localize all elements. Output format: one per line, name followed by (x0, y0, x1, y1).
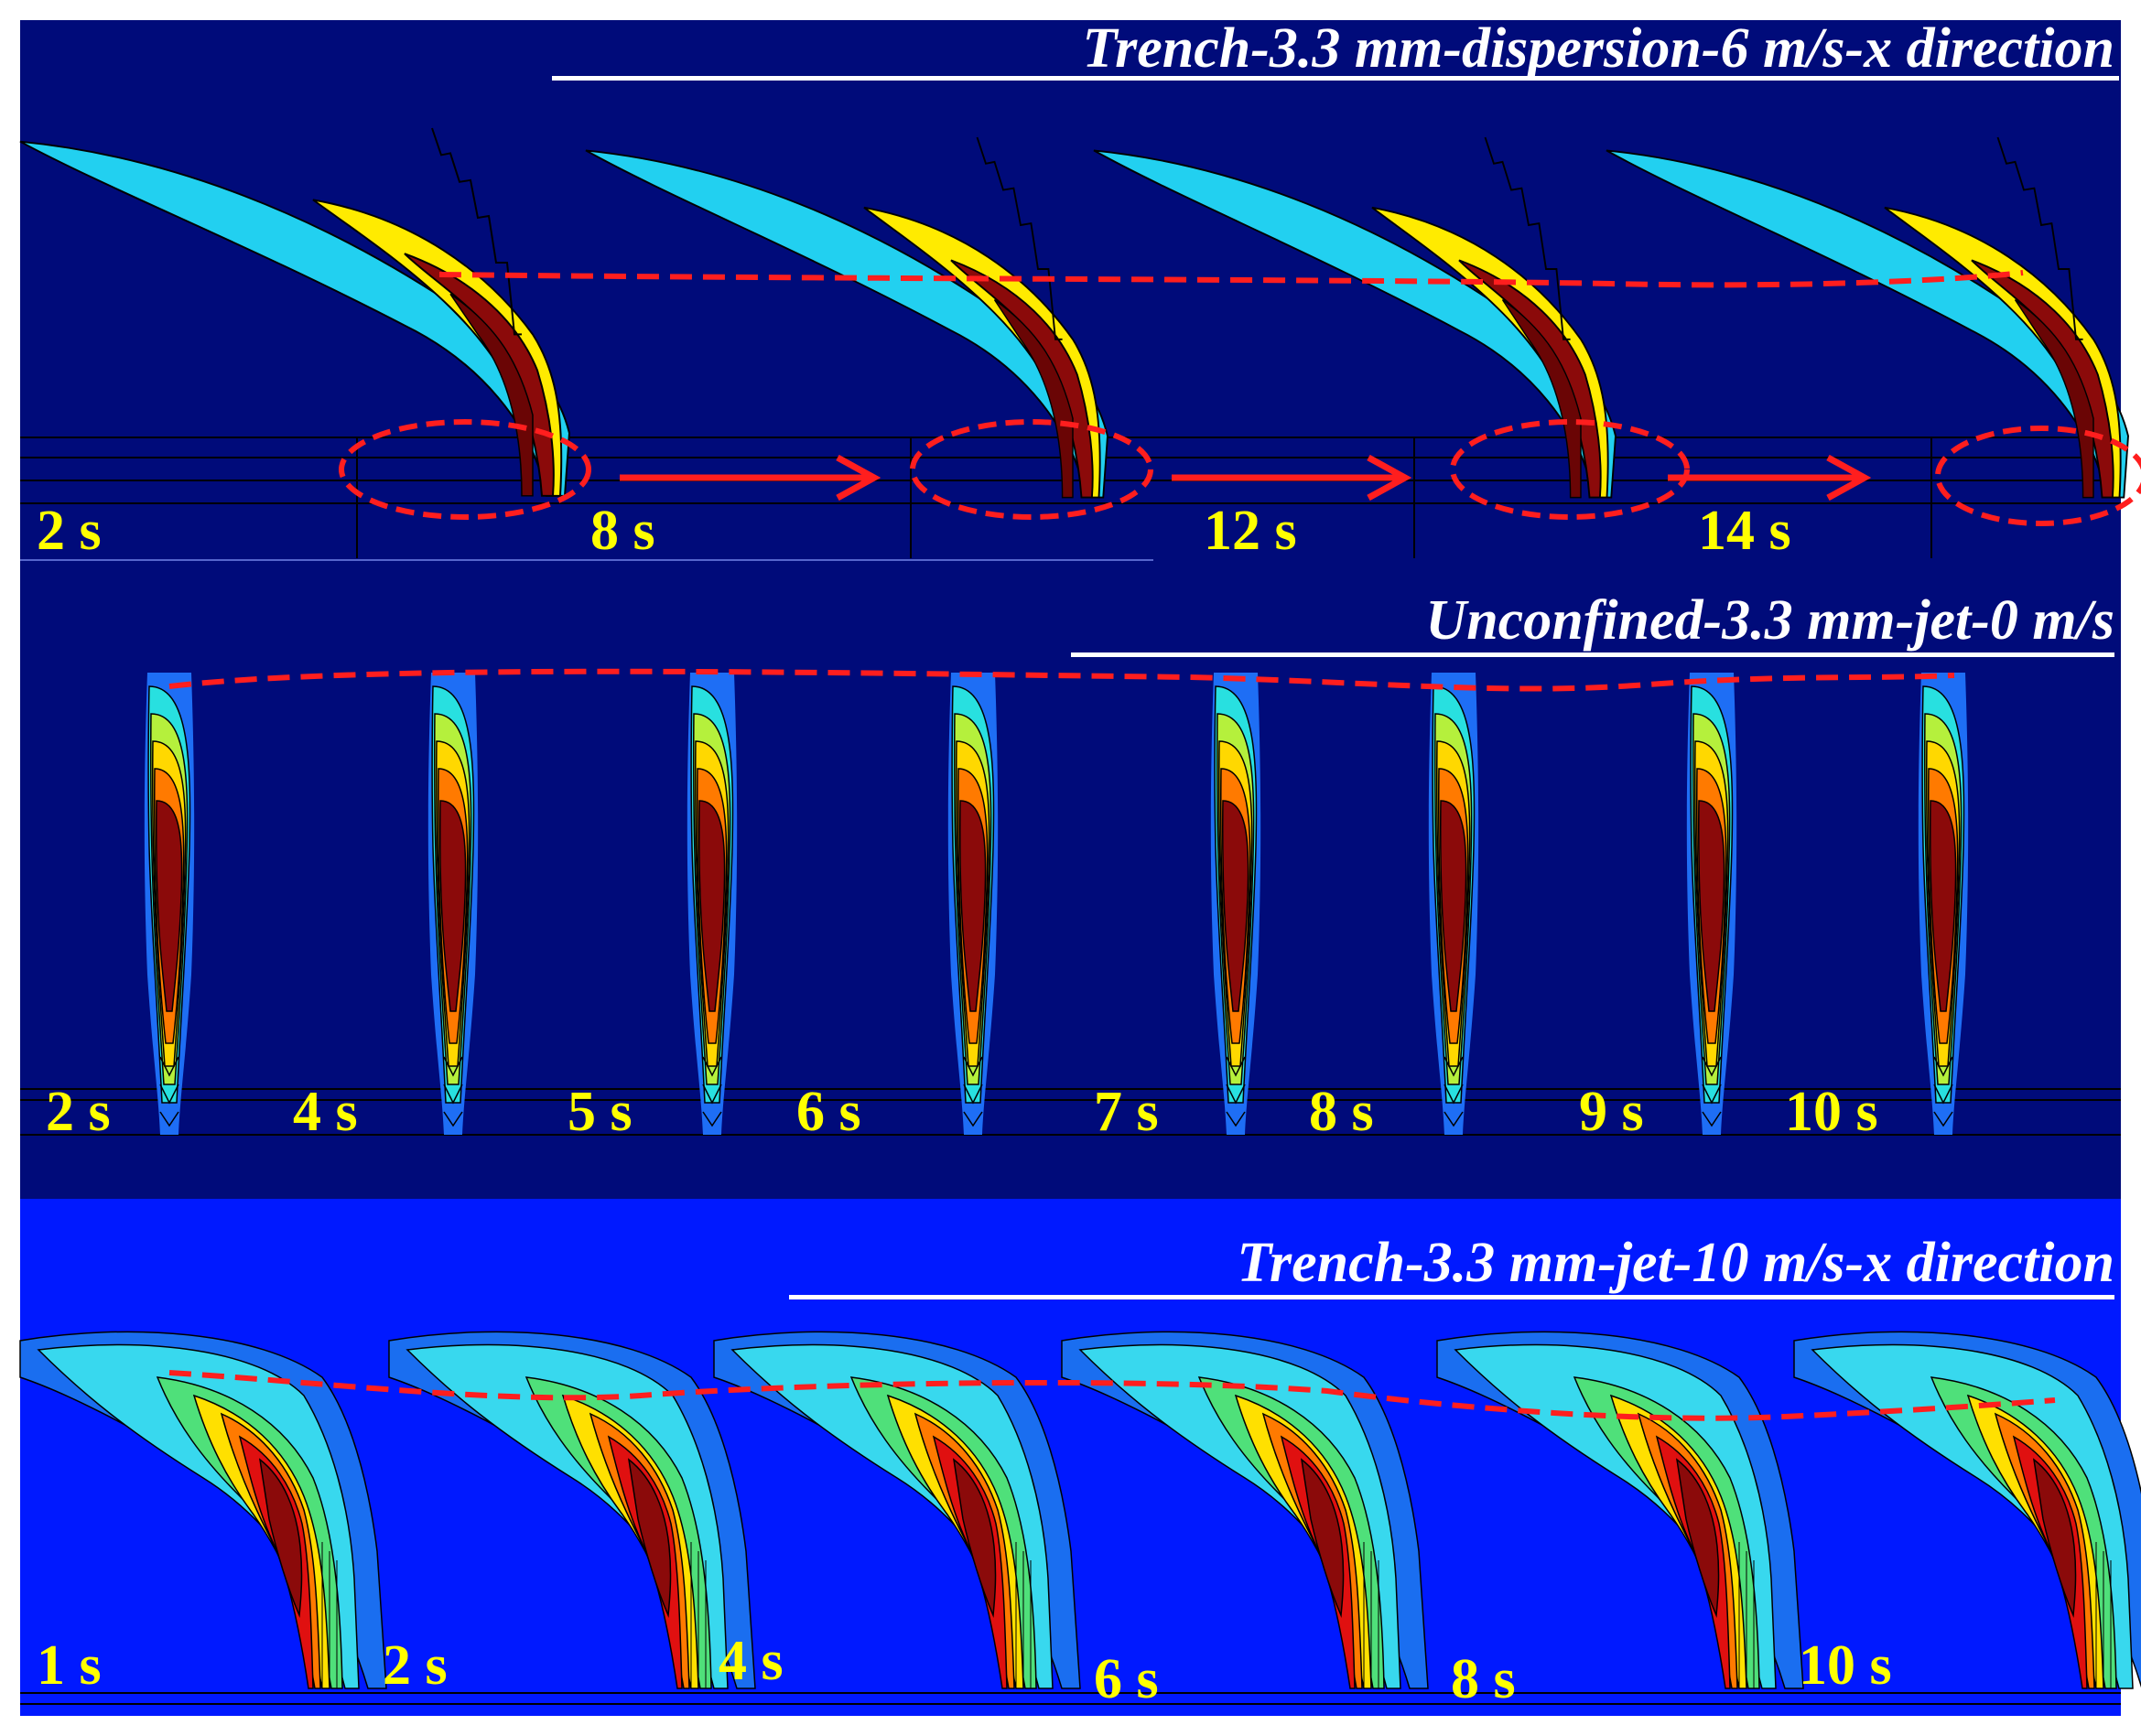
time-label-middle-4: 7 s (1094, 1081, 1159, 1143)
time-label-middle-7: 10 s (1785, 1081, 1878, 1143)
panel-middle-background (20, 563, 2121, 1199)
time-label-bottom-4: 8 s (1451, 1648, 1516, 1710)
time-label-bottom-2: 4 s (719, 1630, 784, 1692)
time-label-middle-5: 8 s (1309, 1081, 1374, 1143)
dashed-line-top (438, 270, 2024, 288)
panel-top-title: Trench-3.3 mm-dispersion-6 m/s-x directi… (1083, 17, 2114, 80)
panel-bottom-title-underline (789, 1295, 2114, 1299)
panel-top: Trench-3.3 mm-dispersion-6 m/s-x directi… (19, 17, 2141, 563)
panel-top-title-underline (552, 76, 2119, 81)
panel-middle-grid (20, 1088, 2121, 1136)
arrows-top (620, 454, 1872, 501)
time-label-middle-6: 9 s (1579, 1081, 1644, 1143)
time-label-bottom-5: 10 s (1799, 1634, 1892, 1697)
panel-bottom-grid (20, 1692, 2121, 1705)
panel-middle: Unconfined-3.3 mm-jet-0 m/s 2 s 4 s 5 s … (20, 559, 2121, 1199)
time-label-bottom-0: 1 s (37, 1634, 102, 1697)
time-label-middle-1: 4 s (293, 1081, 358, 1143)
dashed-line-bottom (168, 1370, 2056, 1421)
panel-bottom-title: Trench-3.3 mm-jet-10 m/s-x direction (1237, 1232, 2114, 1294)
time-label-middle-0: 2 s (46, 1081, 111, 1143)
time-label-middle-2: 5 s (568, 1081, 633, 1143)
time-label-bottom-1: 2 s (383, 1634, 448, 1697)
time-label-top-3: 14 s (1698, 500, 1791, 562)
panel-middle-title: Unconfined-3.3 mm-jet-0 m/s (1425, 589, 2114, 652)
panel-bottom: Trench-3.3 mm-jet-10 m/s-x direction 1 s… (19, 1199, 2141, 1716)
time-label-top-1: 8 s (590, 500, 655, 562)
dashed-circles-top (339, 419, 2141, 526)
time-label-middle-3: 6 s (796, 1081, 861, 1143)
time-label-top-2: 12 s (1204, 500, 1297, 562)
dashed-line-middle (168, 668, 1955, 692)
panel-middle-title-underline (1071, 652, 2114, 657)
time-label-top-0: 2 s (37, 500, 102, 562)
time-label-bottom-3: 6 s (1094, 1648, 1159, 1710)
